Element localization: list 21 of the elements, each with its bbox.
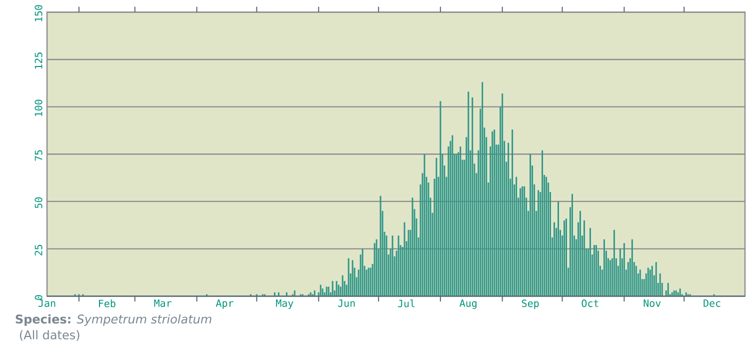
y-tick-label: 125 [34,52,42,69]
text: (All dates) [20,330,80,341]
y-tick-label: 0 [34,295,42,300]
x-tick-label: Oct [582,299,598,308]
x-tick-label: Nov [644,299,661,307]
x-tick-label: Jan [38,299,56,307]
y-tick-label: 25 [34,244,42,256]
y-tick-label: 50 [34,197,42,208]
x-tick-label: Apr [216,299,234,309]
x-tick-label: Mar [154,299,172,307]
x-tick-label: Sep [522,299,539,309]
x-tick-label: Jul [398,299,415,308]
y-tick-label: 150 [34,5,42,22]
x-tick-label: Dec [704,299,720,307]
x-tick-label: Aug [460,299,476,309]
y-tick-label: 100 [34,100,42,116]
y-tick-label: 75 [34,150,42,161]
x-tick-label: Jun [338,299,355,307]
x-tick-label: Feb [99,299,116,308]
x-tick-label: May [276,299,294,309]
text: Species: Sympetrum striolatum [16,314,212,326]
